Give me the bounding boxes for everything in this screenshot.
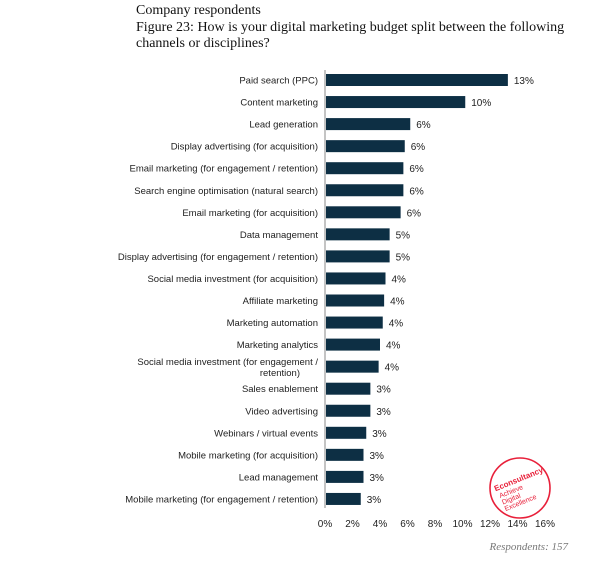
category-label: Email marketing (for acquisition)	[182, 208, 318, 219]
category-label: Mobile marketing (for engagement / reten…	[125, 494, 318, 505]
category-label: Sales enablement	[242, 384, 318, 395]
bar	[326, 162, 404, 175]
category-label: Search engine optimisation (natural sear…	[134, 186, 318, 197]
data-label: 4%	[392, 274, 407, 285]
category-label: Display advertising (for acquisition)	[171, 142, 318, 153]
data-label: 5%	[396, 230, 411, 241]
bar	[326, 360, 379, 373]
category-label: Marketing analytics	[237, 340, 319, 351]
data-label: 6%	[409, 164, 424, 175]
bar	[326, 294, 385, 307]
data-label: 13%	[514, 76, 534, 87]
data-label: 10%	[471, 98, 491, 109]
x-tick-label: 10%	[452, 519, 472, 530]
data-label: 6%	[416, 120, 431, 131]
bar	[326, 470, 364, 483]
category-label: Webinars / virtual events	[214, 428, 318, 439]
category-label: Email marketing (for engagement / retent…	[129, 164, 318, 175]
econsultancy-logo: Econsultancy Achieve Digital Excellence	[489, 457, 551, 519]
data-label: 6%	[411, 142, 426, 153]
data-label: 3%	[376, 407, 391, 418]
bar	[326, 426, 367, 439]
bar	[326, 250, 390, 263]
data-label: 6%	[409, 186, 424, 197]
x-tick-label: 2%	[345, 519, 360, 530]
x-tick-label: 4%	[373, 519, 388, 530]
x-tick-label: 6%	[400, 519, 415, 530]
bar	[326, 404, 371, 417]
chart-header: Company respondents Figure 23: How is yo…	[136, 3, 564, 53]
bar	[326, 206, 401, 219]
x-tick-label: 0%	[318, 519, 333, 530]
data-label: 3%	[370, 473, 385, 484]
bar	[326, 316, 383, 329]
category-label: Affiliate marketing	[243, 296, 318, 307]
category-label: Data management	[240, 230, 319, 241]
chart-title-line1: Figure 23: How is your digital marketing…	[136, 19, 565, 35]
chart-subtitle: Company respondents	[136, 3, 261, 18]
category-label: Mobile marketing (for acquisition)	[178, 450, 318, 461]
bar	[326, 140, 405, 153]
category-label: Social media investment (for engagement …	[137, 357, 318, 379]
bar	[326, 74, 508, 86]
bar	[326, 228, 390, 241]
bar	[326, 382, 371, 395]
data-label: 4%	[385, 363, 400, 374]
x-tick-label: 8%	[428, 519, 443, 530]
bar	[326, 448, 364, 461]
data-label: 5%	[396, 252, 411, 263]
data-label: 4%	[390, 297, 405, 308]
bar	[326, 118, 411, 131]
data-label: 6%	[407, 208, 422, 219]
data-label: 4%	[386, 341, 401, 352]
bar	[326, 492, 361, 505]
category-label: Content marketing	[240, 98, 318, 109]
bar	[326, 184, 404, 197]
category-label: Video advertising	[245, 406, 318, 417]
bar	[326, 96, 466, 109]
bar	[326, 338, 380, 351]
bar	[326, 272, 386, 285]
data-label: 4%	[389, 319, 404, 330]
category-label: Social media investment (for acquisition…	[147, 274, 318, 285]
chart-title-line2: channels or disciplines?	[136, 36, 270, 51]
respondents-note: Respondents: 157	[489, 541, 568, 553]
category-label: Lead generation	[249, 120, 318, 131]
x-tick-label: 16%	[535, 519, 555, 530]
x-tick-label: 14%	[507, 519, 527, 530]
x-tick-label: 12%	[480, 519, 500, 530]
data-label: 3%	[376, 385, 391, 396]
category-label: Lead management	[239, 472, 319, 483]
category-label: Marketing automation	[227, 318, 318, 329]
data-label: 3%	[370, 451, 385, 462]
data-label: 3%	[367, 495, 382, 506]
category-label: Paid search (PPC)	[239, 76, 318, 87]
data-label: 3%	[372, 429, 387, 440]
category-label: Display advertising (for engagement / re…	[118, 252, 318, 263]
